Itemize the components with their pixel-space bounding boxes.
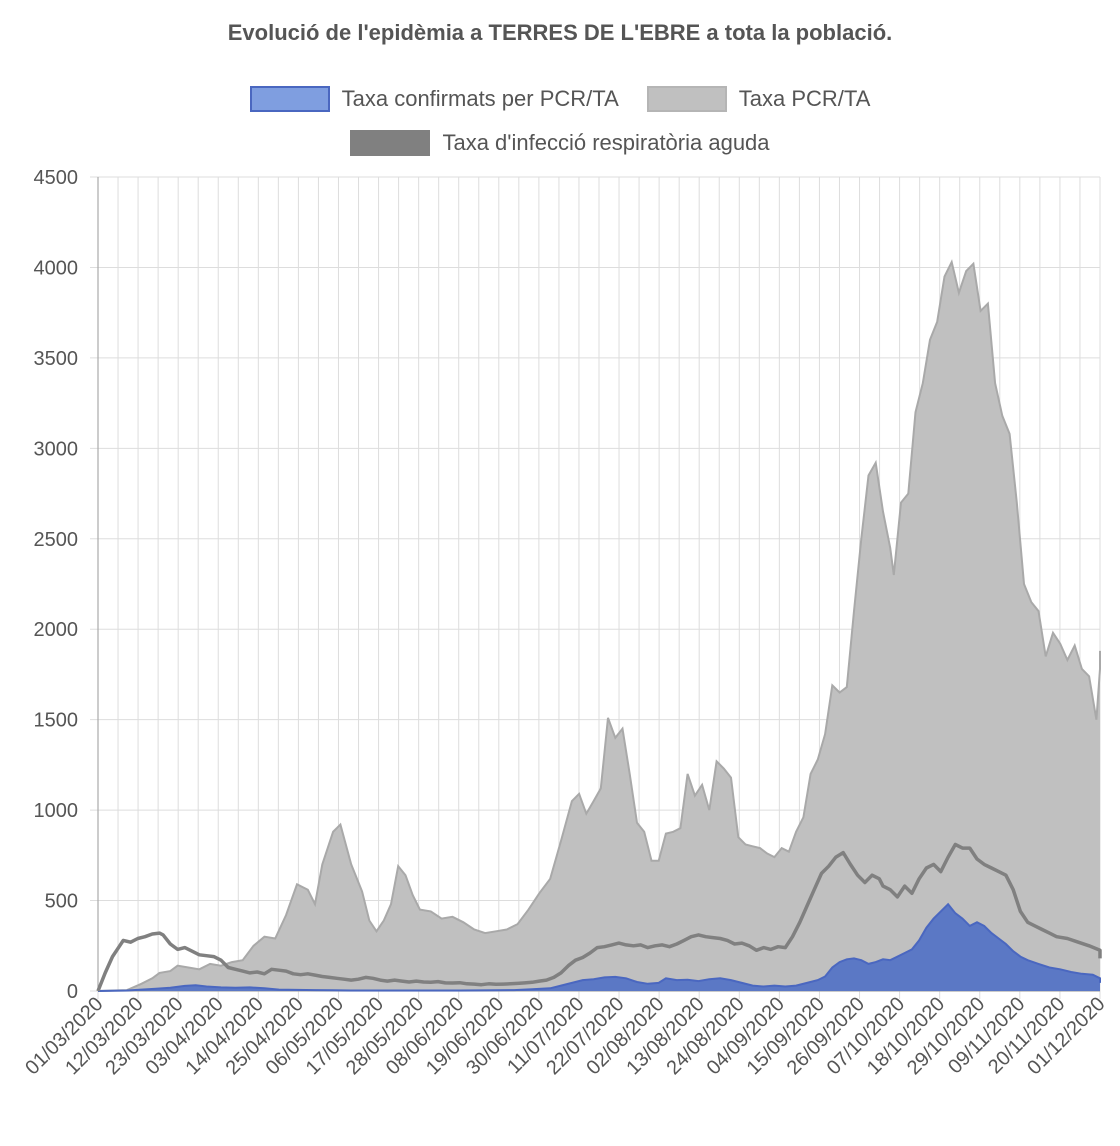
legend-row-2: Taxa d'infecció respiratòria aguda: [0, 130, 1120, 156]
y-tick-label: 3000: [34, 438, 79, 460]
series-line-pcr: [97, 259, 1101, 992]
series-line-ira: [96, 842, 1102, 992]
legend-swatch-ira: [350, 130, 431, 156]
series-area-confirmats: [98, 904, 1100, 991]
legend-item-ira[interactable]: Taxa d'infecció respiratòria aguda: [350, 130, 770, 156]
y-tick-label: 4500: [34, 167, 79, 189]
legend-label-pcr: Taxa PCR/TA: [738, 86, 871, 111]
y-tick-label: 2500: [34, 529, 79, 551]
series-line-confirmats: [97, 902, 1101, 992]
y-tick-label: 4000: [34, 257, 79, 279]
legend-swatch-pcr: [646, 86, 727, 112]
y-tick-label: 1000: [34, 800, 79, 822]
chart-title: Evolució de l'epidèmia a TERRES DE L'EBR…: [227, 20, 893, 45]
legend-item-confirmats[interactable]: Taxa confirmats per PCR/TA: [249, 86, 619, 112]
legend-label-ira: Taxa d'infecció respiratòria aguda: [442, 130, 770, 155]
series-area-pcr: [98, 262, 1100, 991]
y-tick-label: 0: [67, 981, 78, 1003]
legend-item-pcr[interactable]: Taxa PCR/TA: [646, 86, 871, 112]
legend-row-1: Taxa confirmats per PCR/TA Taxa PCR/TA: [0, 86, 1120, 112]
y-tick-label: 2000: [34, 619, 79, 641]
y-tick-label: 500: [45, 891, 78, 913]
y-tick-label: 1500: [34, 710, 79, 732]
legend-swatch-confirmats: [249, 86, 330, 112]
legend-label-confirmats: Taxa confirmats per PCR/TA: [341, 86, 619, 111]
y-tick-label: 3500: [34, 348, 79, 370]
